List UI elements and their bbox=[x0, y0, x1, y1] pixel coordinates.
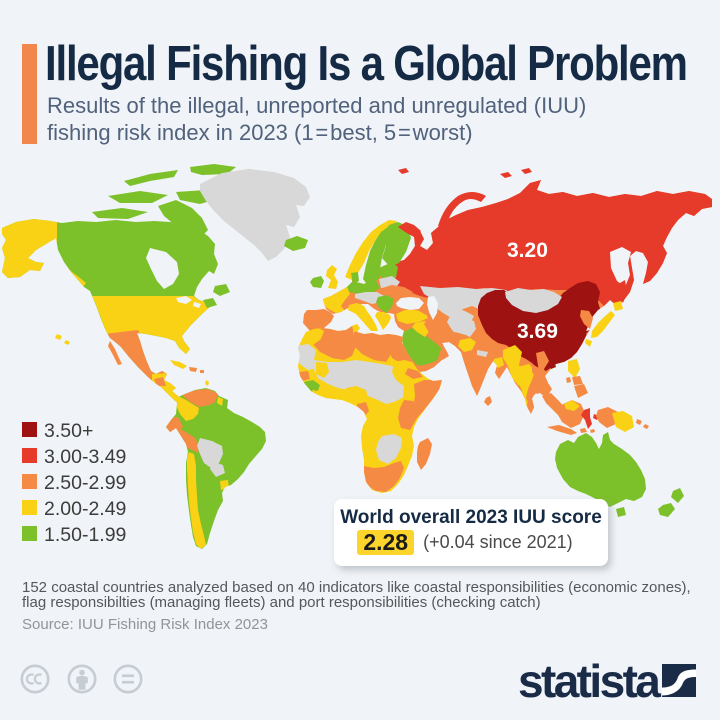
svg-text:statista: statista bbox=[518, 659, 661, 701]
